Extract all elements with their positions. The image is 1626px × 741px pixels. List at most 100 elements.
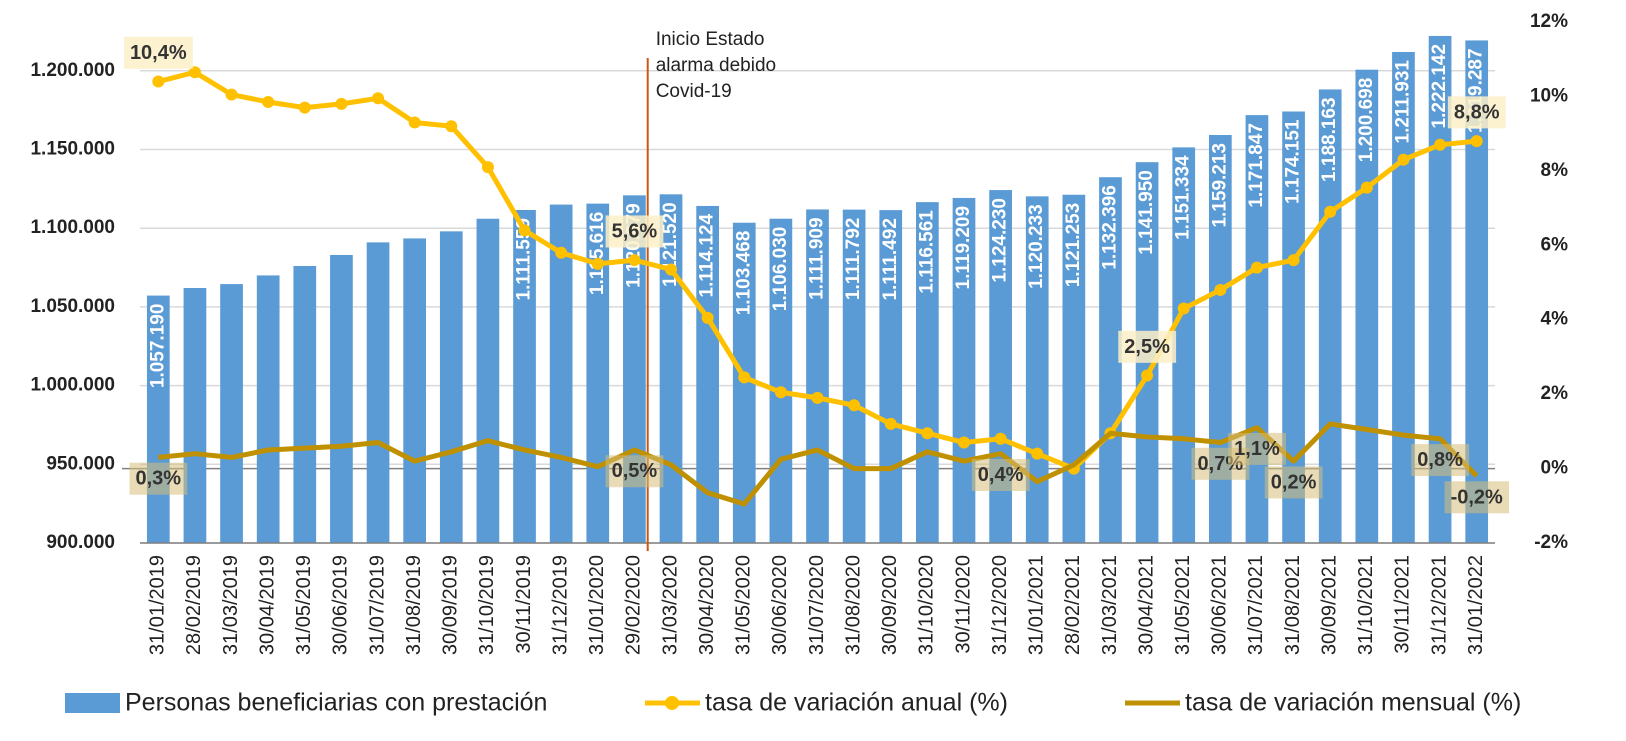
y2-tick-label: 12% — [1530, 11, 1568, 32]
line-marker — [1360, 181, 1373, 194]
bar-value-label: 1.200.698 — [1356, 78, 1377, 163]
bar-value-label: 1.111.909 — [807, 217, 828, 299]
bar-value-label: 1.121.253 — [1063, 203, 1084, 288]
bar — [293, 265, 317, 543]
line-value-label-group: 0,3% — [129, 462, 188, 495]
line-marker — [774, 386, 787, 399]
bar — [806, 209, 829, 543]
line-marker — [262, 96, 275, 109]
bar-value-label: 1.116.561 — [916, 210, 937, 294]
x-tick-label: 28/02/2021 — [1062, 555, 1084, 655]
line-value-label: 0,3% — [136, 468, 182, 490]
bar-value-label: 1.103.468 — [733, 231, 754, 316]
bar — [842, 209, 866, 543]
line-marker — [1397, 153, 1410, 166]
y2-tick-label: 8% — [1541, 160, 1569, 181]
y2-tick-label: 4% — [1541, 309, 1569, 330]
line-marker — [921, 427, 934, 440]
bar — [366, 242, 390, 543]
bar-value-label: 1.124.230 — [990, 198, 1011, 283]
bar-value-label: 1.111.792 — [843, 218, 864, 300]
bar-value-label: 1.132.396 — [1099, 185, 1120, 270]
bar — [952, 197, 976, 543]
line-marker — [628, 254, 641, 267]
bar — [1465, 40, 1489, 544]
line-marker — [1031, 447, 1044, 460]
line-value-label: 0,4% — [978, 464, 1024, 486]
y-tick-label: 1.000.000 — [30, 375, 115, 396]
line-value-label: 10,4% — [130, 42, 187, 64]
bar-value-label: 1.211.931 — [1392, 60, 1413, 144]
line-marker — [518, 224, 531, 237]
line-marker — [481, 161, 494, 174]
x-tick-label: 31/01/2021 — [1026, 555, 1048, 655]
x-tick-label: 31/05/2019 — [293, 555, 315, 655]
bar-value-label: 1.151.334 — [1173, 155, 1194, 240]
annotation: Covid-19 — [656, 81, 732, 102]
legend-swatch — [65, 693, 120, 713]
bar — [513, 210, 536, 543]
line-marker — [1141, 369, 1154, 382]
x-tick-label: 31/08/2021 — [1282, 555, 1304, 655]
x-tick-label: 30/06/2021 — [1209, 555, 1231, 655]
line-marker — [225, 88, 238, 101]
line-value-label: 1,1% — [1234, 438, 1280, 460]
line-series — [158, 421, 1479, 507]
bar-value-label: 1.222.142 — [1429, 44, 1450, 129]
bar — [1099, 177, 1122, 544]
line-value-label-group: 2,5% — [1118, 330, 1177, 363]
bar — [1428, 35, 1452, 543]
x-tick-label: 31/05/2021 — [1172, 555, 1194, 655]
bar — [696, 205, 719, 543]
x-tick-label: 30/06/2020 — [769, 555, 791, 655]
x-tick-label: 30/09/2020 — [879, 555, 901, 655]
x-tick-label: 30/11/2019 — [513, 555, 535, 654]
bar-value-label: 1.120.233 — [1026, 204, 1047, 289]
x-tick-label: 30/11/2021 — [1392, 555, 1414, 654]
x-tick-label: 31/10/2019 — [476, 555, 498, 655]
line-marker — [665, 263, 678, 276]
x-tick-label: 31/01/2020 — [586, 555, 608, 655]
line-value-label: 0,8% — [1417, 449, 1463, 471]
line-value-label: -0,2% — [1451, 486, 1503, 508]
x-tick-label: 30/09/2019 — [440, 555, 462, 655]
x-tick-label: 30/09/2021 — [1318, 555, 1340, 655]
line-value-label-group: 0,4% — [971, 458, 1030, 491]
line-value-label-bg — [1444, 481, 1510, 514]
line-marker — [994, 432, 1007, 445]
x-tick-label: 31/05/2020 — [733, 555, 755, 655]
line-value-label-group: 10,4% — [123, 36, 193, 69]
bar-value-label: 1.057.190 — [147, 304, 168, 389]
x-tick-label: 31/03/2021 — [1099, 555, 1121, 655]
line-value-label: 0,5% — [612, 460, 658, 482]
x-tick-label: 31/01/2019 — [147, 555, 169, 655]
line-value-label: 8,8% — [1454, 101, 1500, 123]
x-tick-label: 31/10/2020 — [916, 555, 938, 655]
line-marker — [408, 116, 421, 129]
annotation: alarma debido — [656, 55, 776, 76]
bar — [879, 210, 903, 543]
y-tick-label: 1.050.000 — [30, 296, 115, 317]
line-marker — [152, 75, 165, 88]
y-tick-label: 1.100.000 — [30, 217, 115, 238]
line-marker — [1470, 135, 1483, 148]
bar — [1282, 111, 1305, 543]
x-tick-label: 31/07/2019 — [366, 555, 388, 655]
bar — [659, 194, 683, 544]
y2-tick-label: -2% — [1534, 532, 1568, 553]
x-tick-label: 30/06/2019 — [330, 555, 352, 655]
legend-label: tasa de variación mensual (%) — [1185, 689, 1521, 717]
line-value-label-group: 5,6% — [605, 215, 664, 248]
x-tick-label: 31/07/2020 — [806, 555, 828, 655]
x-tick-label: 31/03/2020 — [659, 555, 681, 655]
line-marker — [1287, 254, 1300, 267]
x-tick-label: 30/04/2021 — [1135, 555, 1157, 655]
bar-value-label: 1.174.151 — [1283, 119, 1304, 204]
line-marker — [1324, 205, 1337, 218]
x-tick-label: 30/04/2019 — [256, 555, 278, 655]
x-tick-label: 31/12/2020 — [989, 555, 1011, 655]
bar-value-label: 1.141.950 — [1136, 170, 1157, 255]
bars — [146, 35, 1489, 544]
